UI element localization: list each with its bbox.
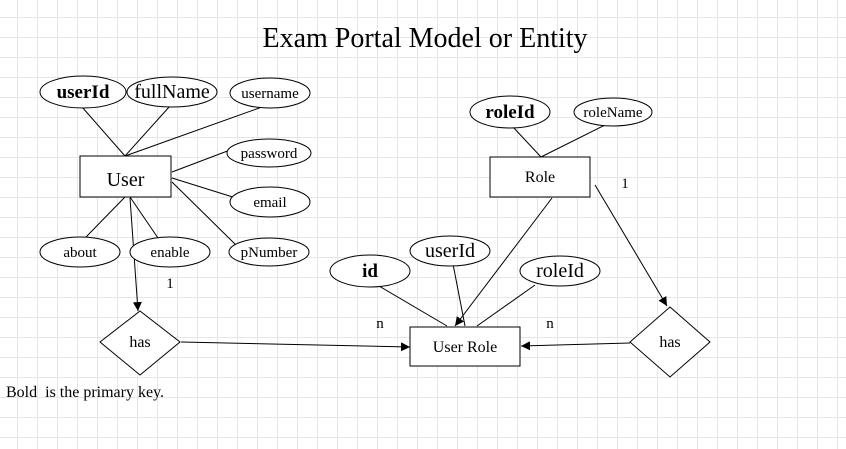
relationship-has-left: has [99, 310, 181, 376]
attr-ur-roleId-shape [519, 255, 601, 287]
attr-password-shape [226, 138, 312, 168]
link-roleName [540, 124, 606, 158]
attr-roleId-shape [469, 95, 551, 129]
relationship-has-right-diamond [629, 306, 711, 378]
relationship-has-right: has [629, 306, 711, 378]
attr-username-label: username [241, 86, 299, 102]
cardinality-user-role-right: n [546, 316, 554, 332]
link-ur-userId [452, 263, 466, 327]
cardinality-user-role-left: n [376, 316, 384, 332]
entity-user-role: User Role [409, 326, 521, 367]
user-role-attributes [329, 235, 601, 288]
attr-roleName-label: roleName [583, 105, 642, 121]
entity-user-box [79, 155, 172, 198]
attr-username-shape [229, 77, 311, 109]
attr-email-shape [229, 186, 311, 218]
link-username [124, 106, 263, 157]
entity-user-role-box [409, 326, 521, 367]
attr-fullName-shape [126, 76, 218, 108]
link-ur-id [378, 285, 448, 327]
attr-enable-label: enable [150, 245, 189, 261]
entity-role: Role [489, 156, 591, 198]
cardinality-user-side: 1 [166, 276, 174, 292]
attr-roleId-label: roleId [485, 102, 535, 123]
link-fullName [124, 105, 171, 157]
user-attribute-links [81, 105, 263, 247]
entity-role-box [489, 156, 591, 198]
attr-enable-shape [129, 236, 211, 268]
attr-ur-roleId-label: roleId [536, 260, 584, 282]
relationship-arrows [129, 184, 668, 352]
link-ur-roleId [476, 284, 536, 327]
attr-ur-id-shape [329, 254, 411, 288]
arrow-role-to-user-role [454, 197, 553, 327]
attr-ur-id-label: id [362, 261, 378, 282]
attr-email-label: email [253, 195, 286, 211]
arrow-has-to-user-role-right [520, 341, 631, 351]
role-attribute-links [512, 124, 606, 158]
primary-key-note: Bold is the primary key. [6, 384, 164, 401]
entity-user-role-label: User Role [433, 339, 497, 356]
role-attributes [469, 95, 653, 129]
arrow-has-to-user-role [180, 341, 411, 352]
attr-pNumber-shape [228, 237, 310, 267]
attr-about-label: about [63, 245, 97, 261]
entity-user-label: User [107, 169, 145, 191]
link-pNumber [171, 181, 238, 247]
link-userId [81, 106, 126, 157]
entity-user: User [79, 155, 172, 198]
link-roleId [512, 126, 542, 158]
entity-role-label: Role [525, 169, 555, 186]
relationship-has-left-diamond [99, 310, 181, 376]
attr-password-label: password [241, 146, 298, 162]
attr-pNumber-label: pNumber [241, 245, 298, 261]
attr-fullName-label: fullName [134, 81, 210, 103]
diagram-title: Exam Portal Model or Entity [262, 23, 587, 54]
attr-roleName-shape [573, 97, 653, 127]
cardinality-role-side: 1 [621, 176, 629, 192]
link-enable [129, 196, 159, 239]
relationship-has-left-label: has [129, 334, 150, 351]
relationship-has-right-label: has [659, 334, 680, 351]
arrow-role-to-has [594, 184, 668, 307]
attr-about-shape [39, 236, 121, 268]
attr-ur-userId-shape [409, 235, 491, 267]
link-email [171, 177, 237, 199]
attr-ur-userId-label: userId [425, 240, 475, 262]
user-attributes [39, 75, 312, 268]
link-about [85, 196, 126, 238]
attr-userId-label: userId [57, 82, 110, 103]
attr-userId-shape [39, 75, 127, 109]
